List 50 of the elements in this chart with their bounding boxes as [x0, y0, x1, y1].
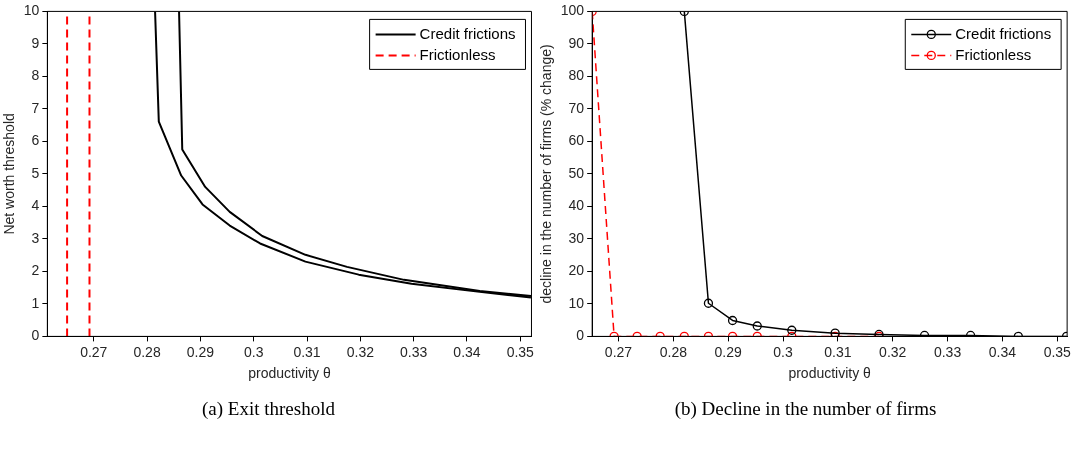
x-tick-label: 0.27 [604, 343, 633, 360]
y-tick-label: 30 [568, 229, 585, 246]
x-tick-label: 0.33 [933, 343, 962, 360]
x-tick-label: 0.35 [1043, 343, 1072, 360]
y-tick-label: 3 [31, 229, 40, 246]
x-tick-label: 0.31 [293, 343, 321, 360]
x-tick-label: 0.32 [879, 343, 907, 360]
y-tick-label: 90 [568, 34, 585, 51]
y-tick-label: 0 [31, 327, 40, 344]
y-axis-title: Net worth threshold [1, 113, 18, 235]
x-tick-label: 0.29 [714, 343, 743, 360]
y-tick-label: 50 [568, 164, 585, 181]
y-tick-label: 40 [568, 197, 585, 214]
y-tick-label: 10 [23, 2, 40, 19]
y-tick-label: 8 [31, 67, 40, 84]
x-tick-label: 0.34 [988, 343, 1017, 360]
legend-label: Frictionless [419, 45, 496, 63]
y-tick-label: 60 [568, 132, 585, 149]
y-tick-label: 4 [31, 197, 40, 214]
x-tick-label: 0.35 [506, 343, 535, 360]
x-tick-label: 0.31 [824, 343, 852, 360]
y-tick-label: 7 [31, 99, 40, 116]
text: (a) Exit threshold [201, 398, 336, 420]
x-tick-label: 0.27 [80, 343, 108, 360]
y-tick-label: 6 [31, 132, 40, 149]
x-tick-label: 0.3 [773, 343, 793, 360]
legend-label: Credit frictions [955, 24, 1052, 42]
y-tick-label: 1 [31, 294, 40, 311]
y-axis-title: decline in the number of firms (% change) [538, 44, 555, 304]
text: (b) Decline in the number of firms [673, 398, 938, 420]
x-axis-title: productivity θ [248, 365, 331, 382]
x-tick-label: 0.28 [659, 343, 688, 360]
x-tick-label: 0.33 [400, 343, 428, 360]
y-tick-label: 9 [31, 34, 40, 51]
x-tick-label: 0.3 [243, 343, 264, 360]
x-tick-label: 0.34 [453, 343, 481, 360]
y-tick-label: 0 [576, 327, 585, 344]
y-tick-label: 20 [568, 262, 585, 279]
y-tick-label: 70 [568, 99, 585, 116]
legend-label: Frictionless [955, 45, 1032, 63]
y-tick-label: 10 [568, 294, 585, 311]
x-axis-title: productivity θ [788, 365, 872, 382]
y-tick-label: 100 [560, 2, 585, 19]
y-tick-label: 5 [31, 164, 40, 181]
x-tick-label: 0.32 [346, 343, 375, 360]
legend-label: Credit frictions [419, 24, 516, 42]
y-tick-label: 80 [568, 67, 585, 84]
x-tick-label: 0.28 [133, 343, 161, 360]
y-tick-label: 2 [31, 262, 40, 279]
x-tick-label: 0.29 [186, 343, 215, 360]
